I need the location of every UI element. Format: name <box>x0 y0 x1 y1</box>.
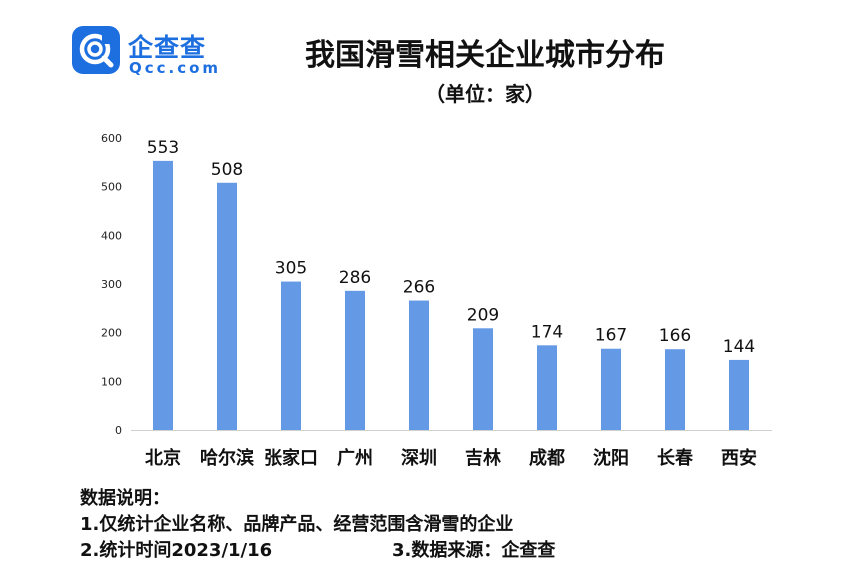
bar <box>601 348 621 430</box>
y-tick-label: 300 <box>101 278 122 291</box>
x-tick-label: 成都 <box>529 447 565 469</box>
data-label: 266 <box>403 278 435 298</box>
y-tick-label: 0 <box>115 424 122 437</box>
notes-heading: 数据说明： <box>80 488 170 509</box>
brand-domain: Qcc.com <box>129 59 222 77</box>
data-label: 305 <box>275 259 307 279</box>
x-tick-label: 长春 <box>657 447 694 469</box>
x-tick-label: 吉林 <box>465 447 501 469</box>
data-label: 166 <box>659 326 691 346</box>
x-tick-label: 张家口 <box>264 447 318 469</box>
x-tick-label: 西安 <box>721 447 757 469</box>
x-tick-label: 深圳 <box>401 447 437 469</box>
x-tick-label: 北京 <box>145 447 181 469</box>
data-label: 286 <box>339 268 371 288</box>
qcc-logo-icon <box>72 26 120 74</box>
bar <box>473 328 493 430</box>
brand-name: 企查查 <box>128 33 207 62</box>
x-tick-label: 广州 <box>337 447 373 469</box>
notes-line-1: 1.仅统计企业名称、品牌产品、经营范围含滑雪的企业 <box>80 514 514 535</box>
data-label: 144 <box>723 337 755 357</box>
bar <box>217 182 237 430</box>
bar-chart: 0 100 200 300 400 500 600 553 北京 508 哈尔滨 305 张家口 286 广… <box>101 132 772 469</box>
chart-title: 我国滑雪相关企业城市分布 <box>305 38 665 73</box>
bar <box>537 345 557 430</box>
bar <box>665 349 685 430</box>
data-label: 508 <box>211 160 243 180</box>
x-tick-label: 哈尔滨 <box>200 447 254 469</box>
y-tick-label: 100 <box>101 375 122 388</box>
data-label: 553 <box>147 138 179 158</box>
data-notes: 数据说明： 1.仅统计企业名称、品牌产品、经营范围含滑雪的企业 2.统计时间20… <box>80 486 555 564</box>
notes-line-2: 2.统计时间2023/1/16 <box>80 540 273 561</box>
y-tick-label: 400 <box>101 229 122 242</box>
data-label: 209 <box>467 305 499 325</box>
bar <box>409 300 429 430</box>
y-tick-label: 200 <box>101 327 122 340</box>
x-tick-label: 沈阳 <box>593 447 629 469</box>
chart-subtitle: （单位：家） <box>425 82 545 106</box>
bar <box>153 160 173 430</box>
y-tick-label: 600 <box>101 132 122 145</box>
bar <box>729 359 749 430</box>
bar <box>281 281 301 430</box>
data-label: 174 <box>531 322 563 342</box>
bar <box>345 290 365 430</box>
brand-logo: 企查查 Qcc.com <box>72 26 252 78</box>
data-label: 167 <box>595 326 627 346</box>
notes-line-3: 3.数据来源：企查查 <box>392 540 556 561</box>
y-tick-label: 500 <box>101 181 122 194</box>
